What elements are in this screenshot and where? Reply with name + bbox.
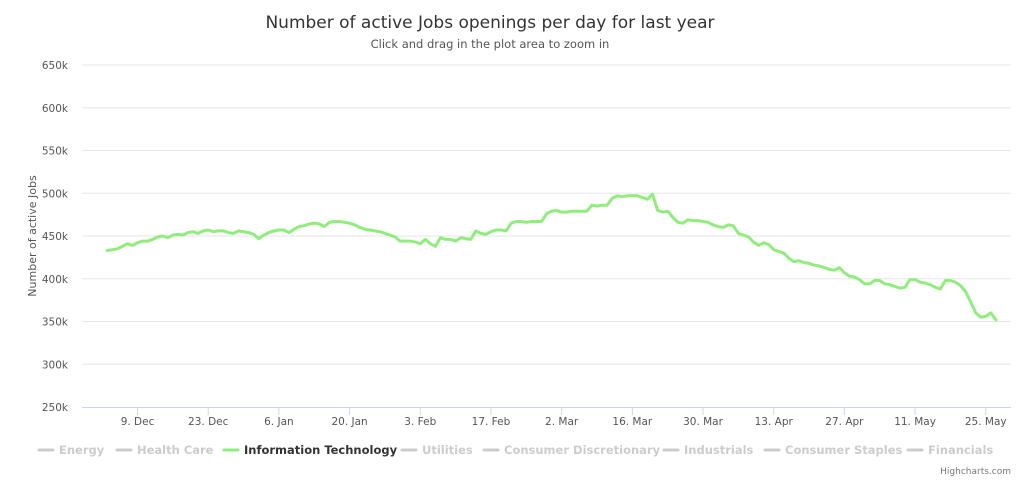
legend-label: Financials — [928, 443, 993, 457]
y-tick-label: 300k — [42, 359, 69, 371]
legend-item-industrials[interactable]: Industrials — [662, 443, 754, 457]
legend-item-health-care[interactable]: Health Care — [115, 443, 214, 457]
chart-subtitle: Click and drag in the plot area to zoom … — [371, 37, 610, 51]
legend-label: Consumer Staples — [785, 443, 903, 457]
legend-label: Consumer Discretionary — [504, 443, 661, 457]
legend-label: Industrials — [684, 443, 754, 457]
x-tick-label: 17. Feb — [472, 416, 511, 428]
x-tick-label: 11. May — [894, 416, 936, 428]
legend-label: Information Technology — [244, 443, 398, 457]
y-tick-label: 450k — [42, 231, 69, 243]
legend-item-consumer-staples[interactable]: Consumer Staples — [763, 443, 903, 457]
series-group — [105, 192, 998, 322]
series-line-information-technology[interactable] — [105, 192, 998, 322]
legend-label: Health Care — [137, 443, 214, 457]
x-tick-label: 30. Mar — [683, 416, 724, 428]
y-tick-label: 350k — [42, 317, 69, 329]
legend-item-consumer-discretionary[interactable]: Consumer Discretionary — [482, 443, 661, 457]
y-gridlines — [82, 64, 1011, 365]
chart-title: Number of active Jobs openings per day f… — [265, 13, 714, 33]
x-tick-label: 27. Apr — [825, 416, 864, 428]
legend-item-financials[interactable]: Financials — [906, 443, 993, 457]
x-tick-label: 13. Apr — [755, 416, 794, 428]
y-tick-label: 600k — [42, 103, 69, 115]
y-axis-labels: 650k 600k 550k 500k 450k 400k 350k 300k 250k — [42, 60, 69, 414]
x-axis-ticks — [137, 407, 987, 415]
plot-area[interactable] — [82, 65, 1011, 407]
legend-label: Utilities — [422, 443, 473, 457]
x-tick-label: 25. May — [965, 416, 1007, 428]
legend-label: Energy — [59, 443, 105, 457]
y-tick-label: 250k — [42, 402, 69, 414]
legend: Energy Health Care Information Technology U… — [37, 443, 993, 457]
y-tick-label: 500k — [42, 188, 69, 200]
y-axis-title: Number of active Jobs — [26, 175, 39, 297]
legend-item-utilities[interactable]: Utilities — [400, 443, 473, 457]
y-tick-label: 400k — [42, 274, 69, 286]
x-tick-label: 3. Feb — [404, 416, 436, 428]
legend-item-information-technology[interactable]: Information Technology — [222, 443, 398, 457]
x-tick-label: 23. Dec — [188, 416, 229, 428]
x-axis-labels: 9. Dec 23. Dec 6. Jan 20. Jan 3. Feb 17. Feb 2… — [121, 416, 1007, 428]
x-tick-label: 2. Mar — [545, 416, 579, 428]
x-tick-label: 9. Dec — [121, 416, 155, 428]
legend-item-energy[interactable]: Energy — [37, 443, 105, 457]
x-tick-label: 20. Jan — [331, 416, 367, 428]
credits-link[interactable]: Highcharts.com — [940, 467, 1011, 477]
y-tick-label: 650k — [42, 60, 69, 72]
y-tick-label: 550k — [42, 146, 69, 158]
x-tick-label: 6. Jan — [264, 416, 294, 428]
x-tick-label: 16. Mar — [612, 416, 653, 428]
